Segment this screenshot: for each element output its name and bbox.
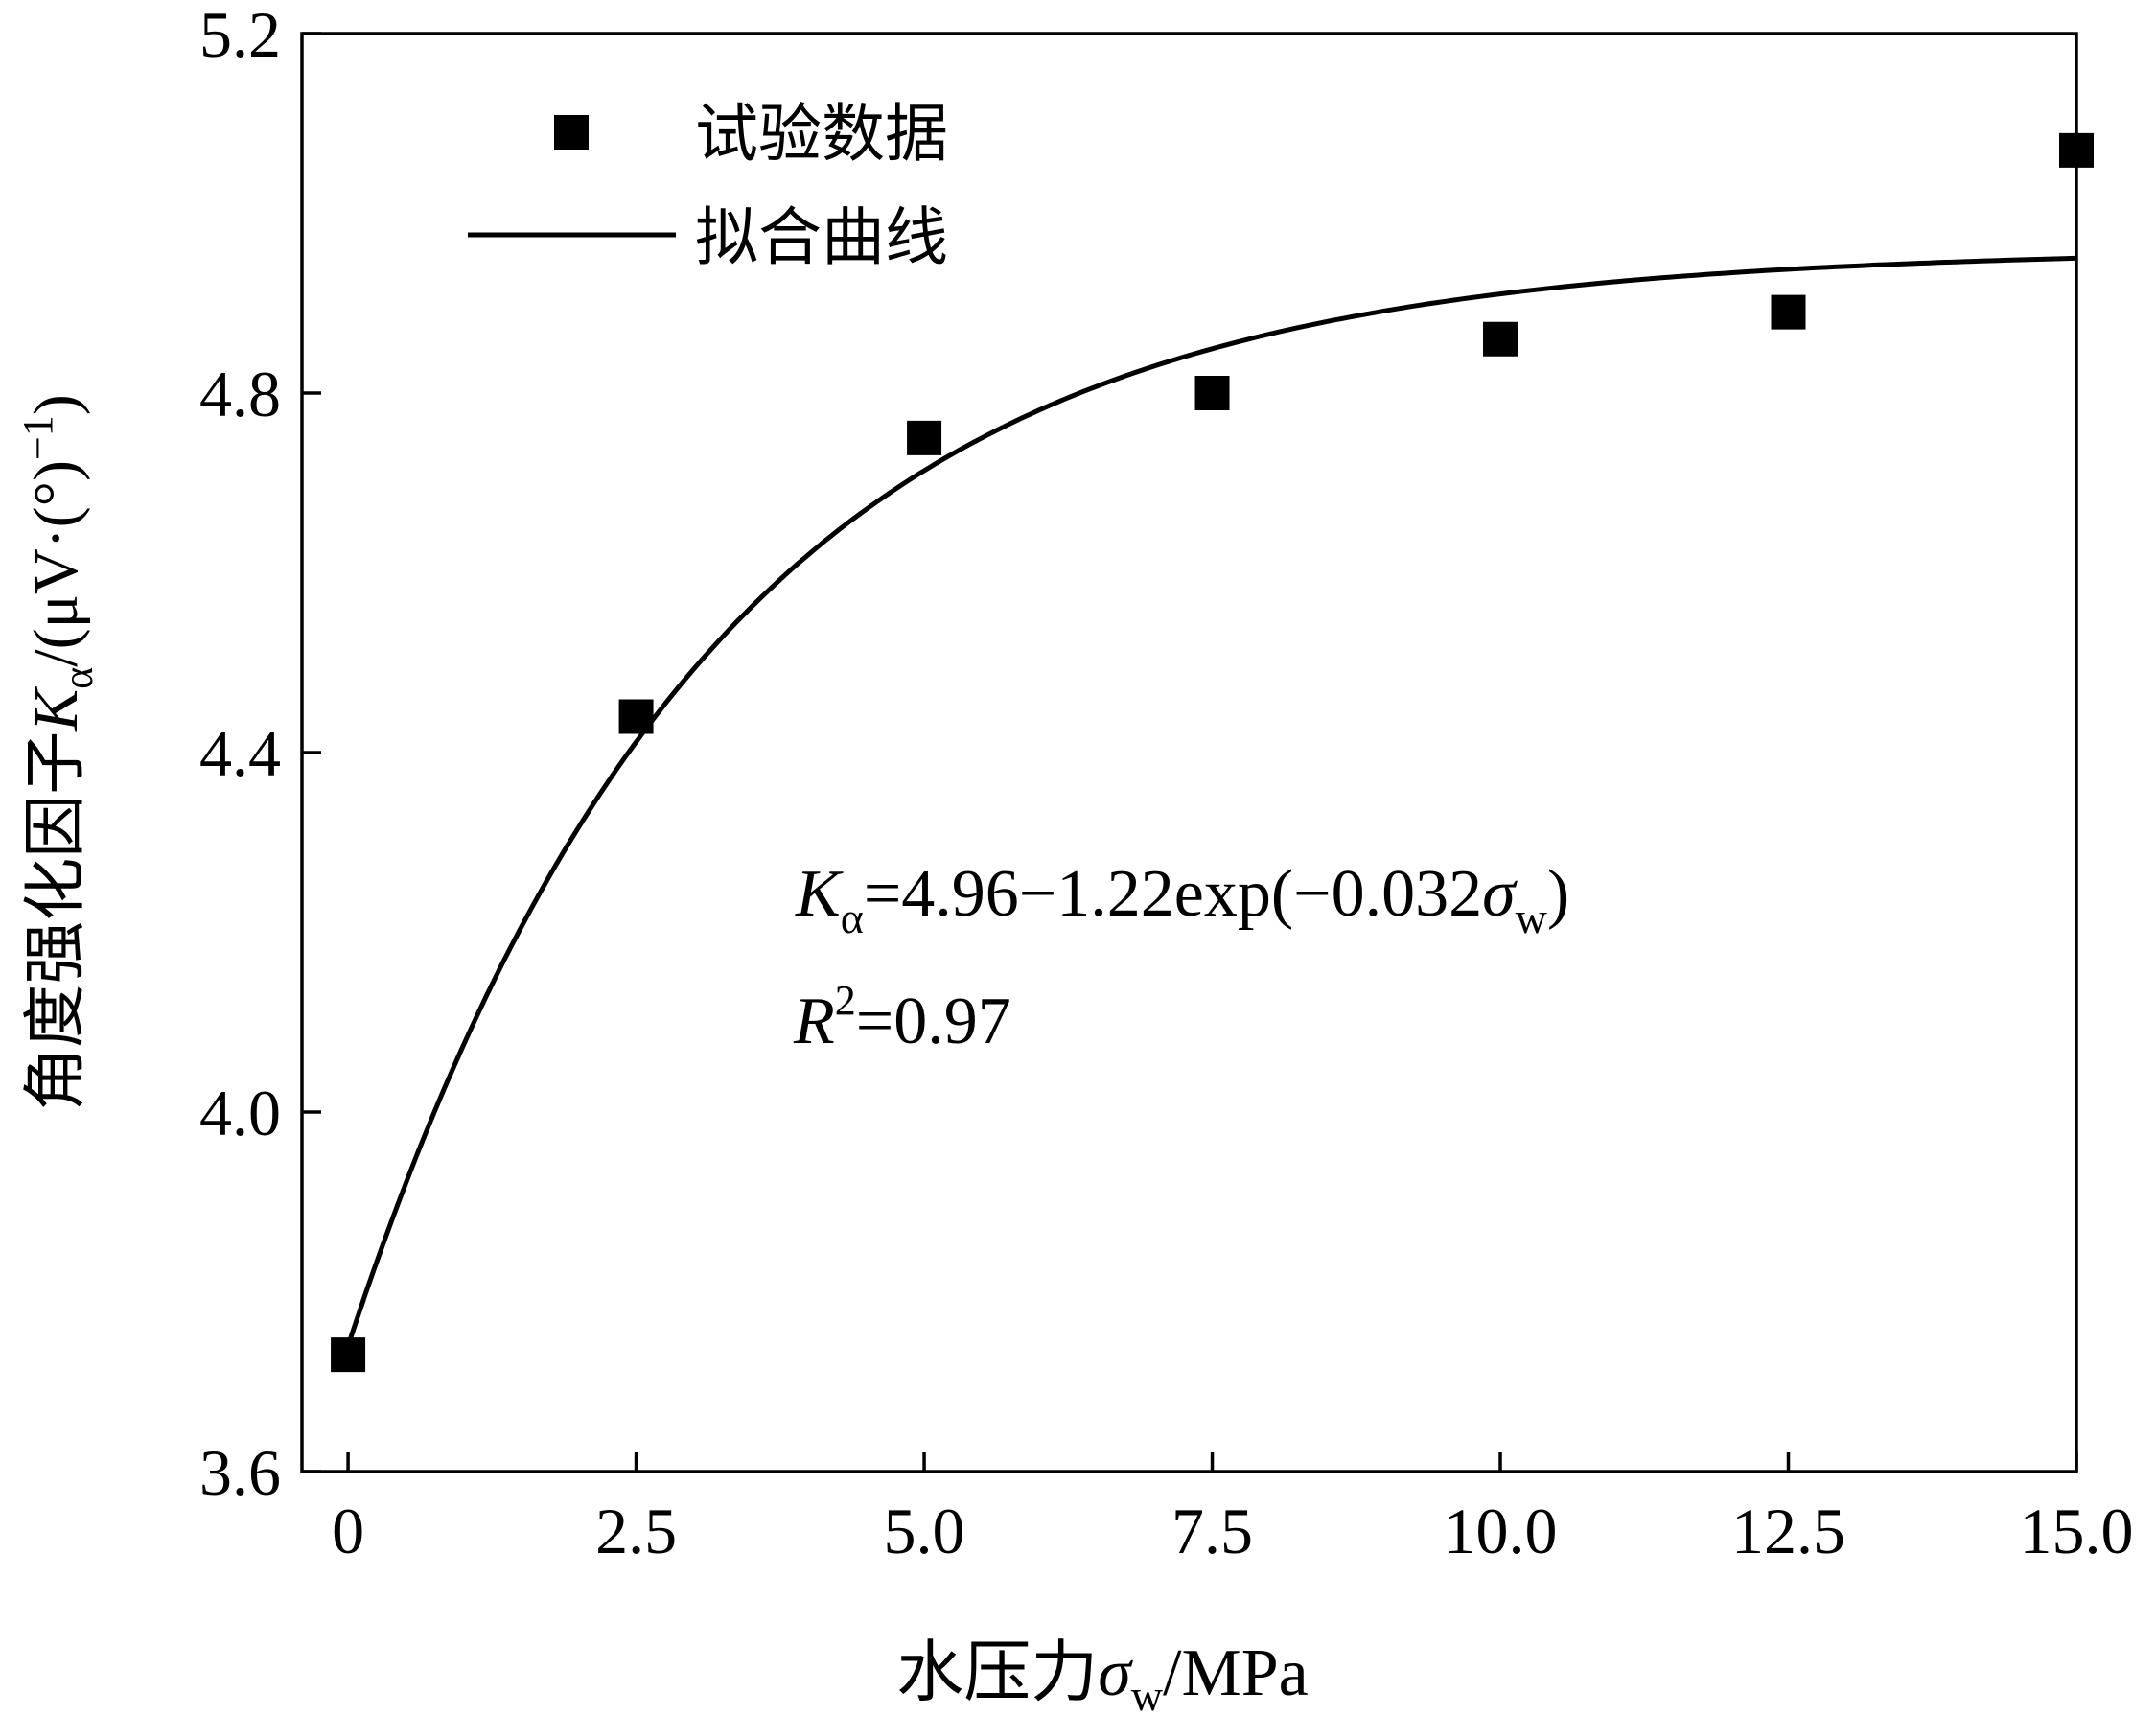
y-tick-label: 4.4 [199, 717, 281, 790]
plot-frame [300, 32, 2078, 1473]
data-point [907, 420, 942, 455]
x-tick-label: 7.5 [1171, 1495, 1253, 1567]
data-points [331, 132, 2094, 1373]
data-point [331, 1337, 366, 1373]
data-point [1194, 376, 1230, 410]
data-point [2059, 132, 2094, 168]
x-axis-label: 水压力σw/MPa [896, 1633, 1308, 1716]
legend: 试验数据 拟合曲线 [468, 97, 948, 274]
data-point [1771, 294, 1806, 330]
x-tick-label: 2.5 [595, 1495, 677, 1567]
x-tick-label: 0 [332, 1495, 364, 1567]
r-squared: R2=0.97 [793, 977, 1011, 1058]
legend-label-data: 试验数据 [695, 97, 948, 171]
x-axis: 0 2.5 5.0 7.5 10.0 12.5 15.0 [332, 1452, 2134, 1567]
y-tick-label: 3.6 [199, 1436, 281, 1509]
x-tick-label: 15.0 [2020, 1495, 2134, 1567]
x-tick-label: 5.0 [884, 1495, 965, 1567]
data-point [1483, 321, 1518, 357]
y-tick-label: 5.2 [199, 0, 281, 71]
legend-marker-square [554, 115, 589, 150]
y-axis: 3.6 4.0 4.4 4.8 5.2 [199, 0, 321, 1509]
x-tick-label: 12.5 [1731, 1495, 1845, 1567]
x-tick-label: 10.0 [1444, 1495, 1558, 1567]
legend-label-fit: 拟合曲线 [695, 200, 948, 274]
fit-curve-line [345, 255, 2077, 1347]
data-point [618, 699, 654, 734]
y-tick-label: 4.0 [199, 1077, 281, 1149]
fit-equation: Kα=4.96−1.22exp(−0.032σw) [795, 857, 1569, 942]
y-tick-label: 4.8 [199, 358, 281, 430]
y-axis-label: 角度强化因子Kα/(μV·(°)−1) [14, 394, 102, 1111]
